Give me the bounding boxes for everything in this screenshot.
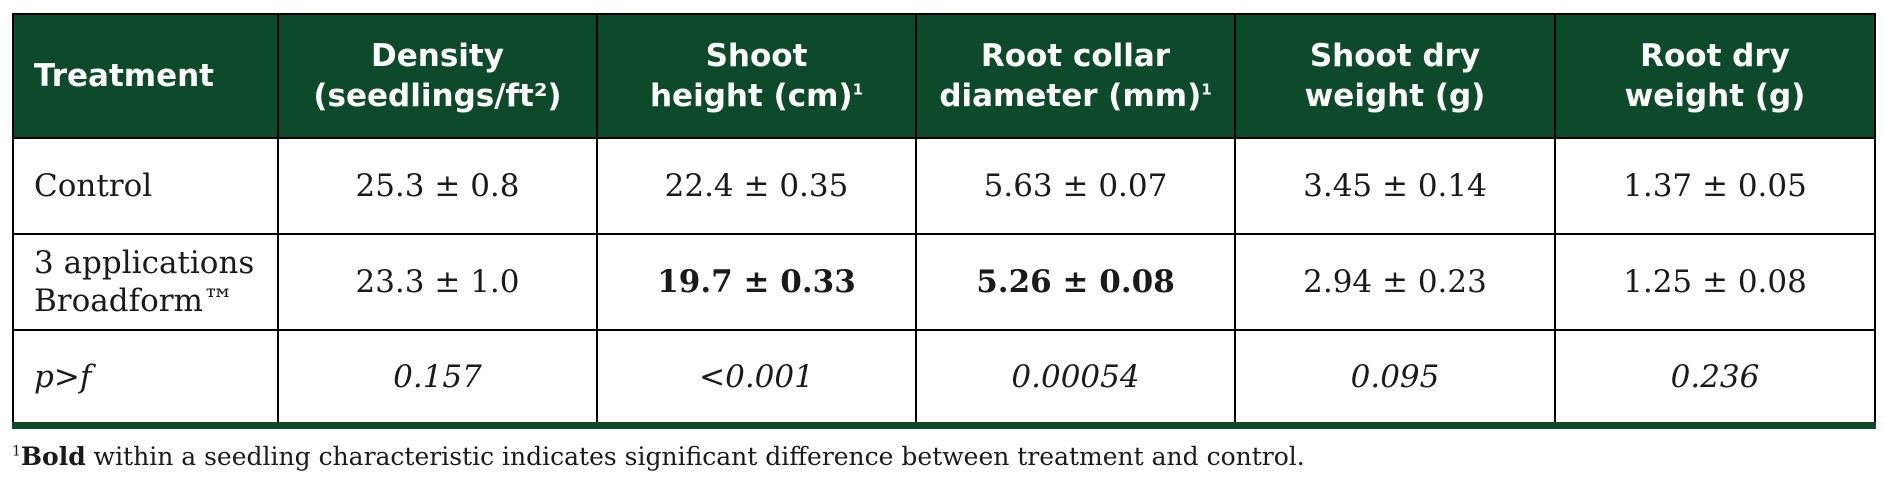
row-label-treatment: 3 applications Broadform™ (12, 233, 279, 331)
column-header-root-collar-diameter: Root collar diameter (mm)1 (915, 13, 1236, 139)
cell-shoot-height: 22.4 ± 0.35 (596, 137, 917, 235)
footnote-marker: 1 (12, 443, 21, 460)
table-header-row: Treatment Density (seedlings/ft²) Shoot he… (12, 13, 1876, 139)
cell-root-collar-diameter: 5.63 ± 0.07 (915, 137, 1236, 235)
row-label-treatment: Control (12, 137, 279, 235)
cell-shoot-dry-weight-p: 0.095 (1234, 329, 1556, 429)
footnote-bold-word: Bold (20, 442, 86, 471)
column-header-shoot-height: Shoot height (cm)1 (596, 13, 917, 139)
footnote-marker: 1 (852, 80, 864, 99)
cell-shoot-dry-weight: 2.94 ± 0.23 (1234, 233, 1556, 331)
cell-root-collar-diameter-significant: 5.26 ± 0.08 (915, 233, 1236, 331)
cell-density-p: 0.157 (277, 329, 598, 429)
table-row-control: Control 25.3 ± 0.8 22.4 ± 0.35 5.63 ± 0.… (12, 137, 1876, 235)
cell-shoot-dry-weight: 3.45 ± 0.14 (1234, 137, 1556, 235)
cell-shoot-height-p: <0.001 (596, 329, 917, 429)
column-header-shoot-dry-weight: Shoot dry weight (g) (1234, 13, 1556, 139)
column-header-treatment: Treatment (12, 13, 279, 139)
column-header-root-dry-weight: Root dry weight (g) (1554, 13, 1876, 139)
table-row-p-value: p>f 0.157 <0.001 0.00054 0.095 0.236 (12, 329, 1876, 429)
table-row-broadform: 3 applications Broadform™ 23.3 ± 1.0 19.7… (12, 233, 1876, 331)
cell-root-dry-weight-p: 0.236 (1554, 329, 1876, 429)
footnote-marker: 1 (1201, 80, 1212, 99)
row-label-p-value: p>f (12, 329, 279, 429)
footnote-text: within a seedling characteristic indicat… (85, 442, 1305, 471)
cell-density: 23.3 ± 1.0 (277, 233, 598, 331)
cell-root-dry-weight: 1.25 ± 0.08 (1554, 233, 1876, 331)
cell-density: 25.3 ± 0.8 (277, 137, 598, 235)
cell-root-collar-diameter-p: 0.00054 (915, 329, 1236, 429)
cell-root-dry-weight: 1.37 ± 0.05 (1554, 137, 1876, 235)
data-table-container: Treatment Density (seedlings/ft²) Shoot he… (12, 13, 1876, 429)
column-header-density: Density (seedlings/ft²) (277, 13, 598, 139)
seedling-characteristics-table: Treatment Density (seedlings/ft²) Shoot he… (12, 13, 1876, 429)
table-footnote: 1Bold within a seedling characteristic i… (12, 442, 1305, 471)
cell-shoot-height-significant: 19.7 ± 0.33 (596, 233, 917, 331)
